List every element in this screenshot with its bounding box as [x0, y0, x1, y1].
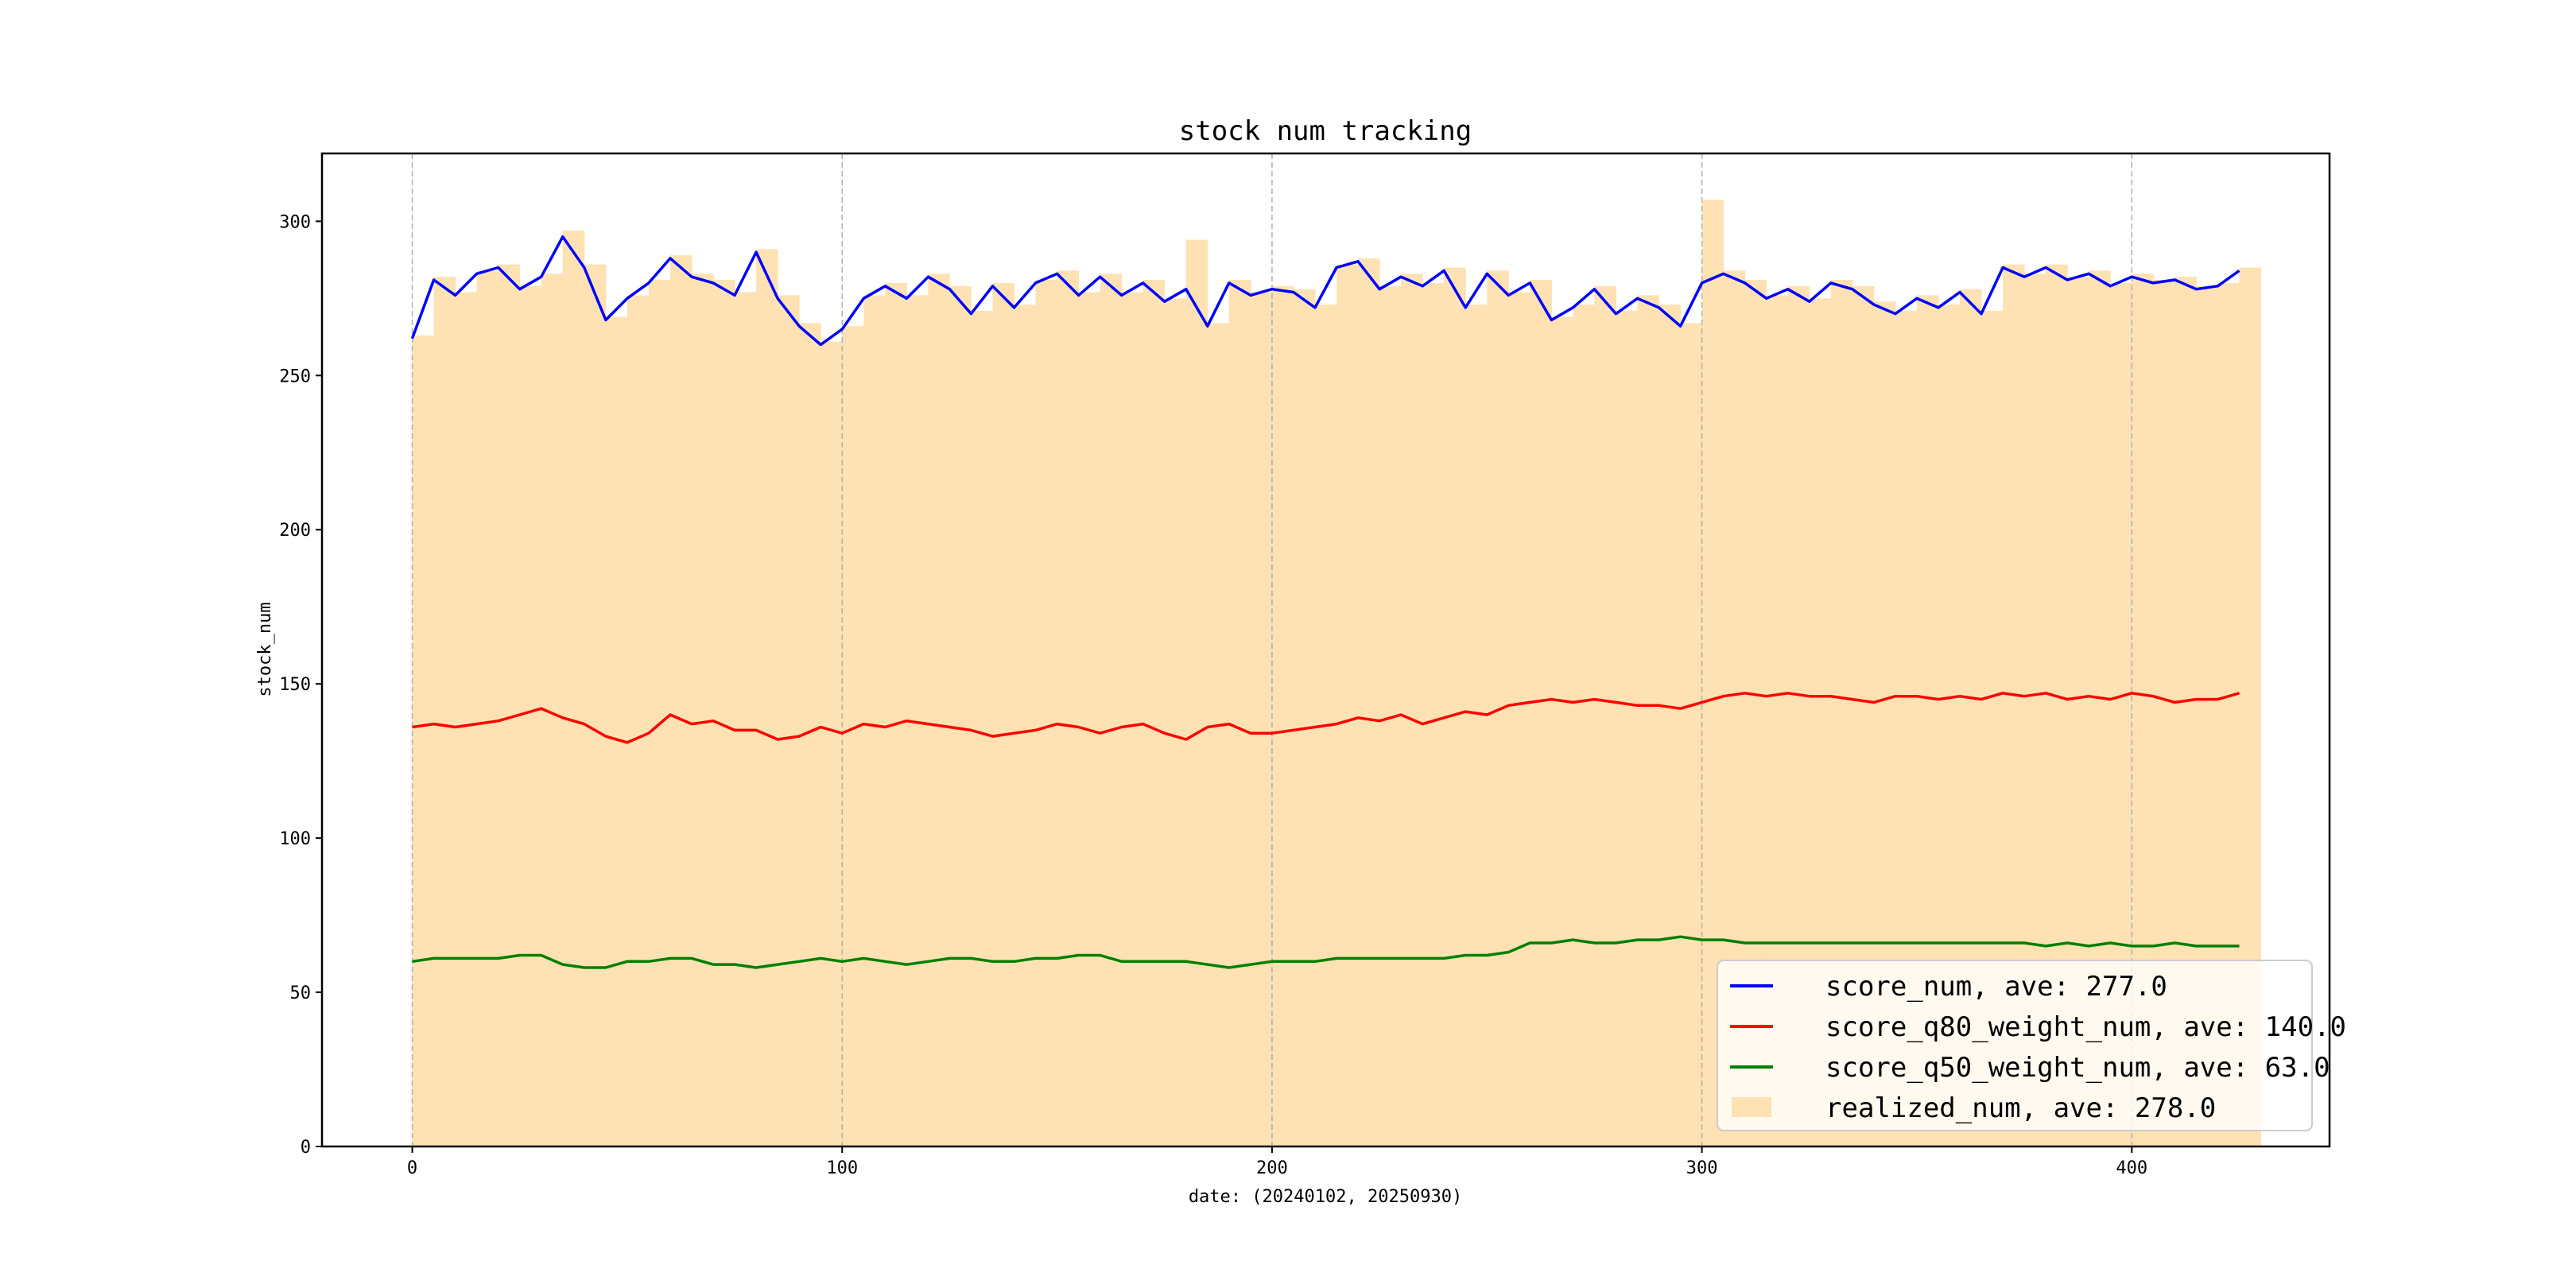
realized-bar	[562, 230, 585, 1146]
realized-bar	[1271, 285, 1294, 1146]
realized-bar	[1143, 280, 1166, 1146]
legend-label: score_num, ave: 277.0	[1825, 971, 2167, 1003]
realized-bar	[1035, 280, 1058, 1146]
realized-bar	[1057, 270, 1080, 1147]
score-num-line	[410, 235, 2240, 347]
realized-bar	[928, 274, 950, 1147]
score-q80-weight-num-line	[412, 692, 2240, 744]
realized-bar	[627, 295, 650, 1146]
realized-bar	[433, 277, 456, 1146]
legend-swatch	[1732, 1097, 1771, 1117]
y-tick-label: 250	[279, 367, 311, 386]
y-tick-label: 200	[279, 521, 311, 541]
legend-label: realized_num, ave: 278.0	[1825, 1092, 2216, 1124]
x-ticks: 0 100 200 300 400	[407, 1146, 2147, 1178]
x-tick-label: 300	[1686, 1158, 1718, 1178]
realized-bar	[1121, 292, 1144, 1146]
legend-box	[1717, 960, 2313, 1131]
y-axis-label: stock_num	[255, 602, 275, 696]
y-tick-label: 50	[290, 983, 312, 1003]
legend-label: score_q80_weight_num, ave: 140.0	[1825, 1011, 2346, 1043]
realized-bar	[691, 274, 714, 1147]
realized-bar	[1250, 292, 1273, 1146]
realized-bar	[1658, 305, 1682, 1147]
realized-bar	[1358, 258, 1380, 1147]
realized-bar	[498, 264, 521, 1146]
realized-bar	[1207, 323, 1230, 1146]
realized-bars	[412, 200, 2261, 1147]
realized-bar	[412, 335, 435, 1147]
y-tick-label: 150	[279, 675, 311, 695]
x-tick-label: 0	[407, 1158, 417, 1178]
realized-bar	[519, 285, 542, 1146]
realized-bar	[455, 292, 478, 1146]
realized-bar	[1164, 298, 1187, 1146]
x-axis-label: date: (20240102, 20250930)	[1189, 1187, 1462, 1207]
realized-bar	[949, 285, 972, 1146]
realized-bar	[863, 295, 886, 1146]
realized-bar	[1551, 316, 1573, 1146]
series-lines	[410, 235, 2240, 969]
legend: score_num, ave: 277.0 score_q80_weight_nu…	[1717, 960, 2346, 1131]
y-tick-label: 100	[279, 829, 311, 849]
realized-bar	[1616, 310, 1638, 1146]
realized-bar	[1594, 285, 1616, 1146]
realized-bar	[648, 280, 671, 1146]
realized-bar	[1465, 305, 1488, 1147]
realized-bar	[1401, 274, 1423, 1147]
realized-bar	[842, 326, 864, 1146]
realized-bar	[605, 316, 628, 1146]
realized-bar	[778, 295, 800, 1146]
realized-bar	[1508, 292, 1530, 1146]
realized-bar	[1228, 280, 1251, 1146]
realized-bar	[1078, 292, 1101, 1146]
realized-bar	[1680, 323, 1703, 1146]
y-tick-label: 300	[279, 212, 311, 232]
realized-bar	[669, 255, 692, 1146]
y-ticks: 0 50 100 150 200 250 300	[279, 212, 322, 1158]
realized-bar	[1293, 289, 1316, 1147]
realized-bar	[1336, 264, 1359, 1146]
x-tick-label: 400	[2116, 1158, 2147, 1178]
realized-bar	[756, 249, 778, 1146]
realized-bar	[476, 270, 499, 1147]
x-tick-label: 100	[826, 1158, 858, 1178]
realized-bar	[1100, 274, 1123, 1147]
realized-bar	[971, 310, 993, 1146]
realized-bar	[1444, 267, 1466, 1146]
realized-bar	[1014, 305, 1037, 1147]
realized-bar	[1422, 282, 1445, 1146]
realized-bar	[1573, 305, 1595, 1147]
realized-bar	[885, 282, 907, 1146]
realized-bar	[735, 292, 757, 1146]
realized-bar	[1637, 295, 1660, 1146]
realized-bar	[821, 341, 843, 1146]
realized-bar	[1530, 280, 1552, 1146]
chart-title: stock num tracking	[1179, 115, 1472, 147]
x-tick-label: 200	[1256, 1158, 1288, 1178]
realized-bar	[713, 280, 735, 1146]
y-tick-label: 0	[301, 1138, 311, 1158]
realized-bar	[1185, 239, 1208, 1147]
axes-frame	[320, 152, 2331, 1148]
score-q50-weight-num-line	[412, 935, 2240, 969]
realized-bar	[584, 264, 607, 1146]
realized-bar	[992, 282, 1015, 1146]
legend-label: score_q50_weight_num, ave: 63.0	[1825, 1052, 2330, 1084]
